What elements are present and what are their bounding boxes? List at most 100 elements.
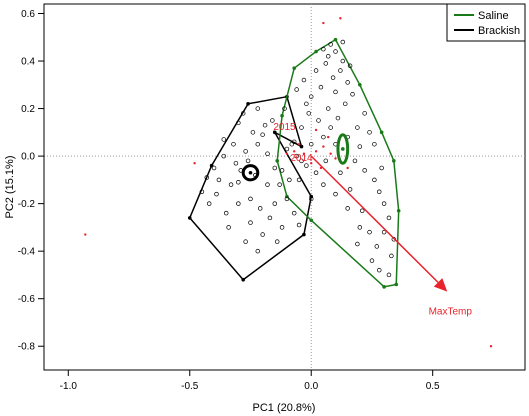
point-saline-49 xyxy=(296,177,302,183)
point-supplementary-2 xyxy=(339,17,342,20)
point-brackish-0 xyxy=(236,120,241,126)
point-saline-34 xyxy=(376,189,382,195)
point-saline-38 xyxy=(374,244,380,249)
point-supplementary-19 xyxy=(314,128,318,132)
y-tick-label-0-2: 0.2 xyxy=(21,104,35,115)
point-saline-61 xyxy=(347,63,353,69)
point-brackish-18 xyxy=(296,222,302,228)
point-saline-44 xyxy=(357,225,363,230)
point-saline-36 xyxy=(386,215,392,221)
legend: Saline Brackish xyxy=(446,3,526,42)
point-saline-13 xyxy=(350,92,355,97)
y-tick-label-0-8: -0.8 xyxy=(18,342,36,353)
point-brackish-11 xyxy=(243,149,248,154)
point-saline-59 xyxy=(379,165,384,171)
point-brackish-44 xyxy=(265,182,270,187)
hull-saline xyxy=(276,38,400,288)
centroid-saline xyxy=(341,147,345,151)
point-saline-27 xyxy=(355,125,360,130)
point-supplementary-11 xyxy=(334,157,337,160)
y-axis: -0.8 -0.6 -0.4 -0.2 0.0 0.2 0.4 0.6 xyxy=(18,9,45,353)
point-supplementary-10 xyxy=(329,152,332,155)
point-saline-57 xyxy=(308,141,314,147)
y-tick-label-0-6: 0.6 xyxy=(21,9,35,20)
point-brackish-22 xyxy=(248,196,253,202)
point-supplementary-12 xyxy=(310,162,313,165)
legend-box xyxy=(446,3,526,42)
annotations: 2015 2014 xyxy=(273,122,313,164)
annotation-2014: 2014 xyxy=(290,153,313,164)
x-axis: -1.0 -0.5 0.0 0.5 xyxy=(60,369,440,392)
point-saline-19 xyxy=(299,125,304,130)
hull-vertex-saline-9 xyxy=(309,218,314,223)
loading-arrow: MaxTemp xyxy=(310,155,473,318)
point-saline-1 xyxy=(328,42,333,47)
arrow-label-maxtemp: MaxTemp xyxy=(429,307,473,318)
x-tick-label-0-0: 0.0 xyxy=(304,381,318,392)
centroid-brackish xyxy=(248,170,253,175)
point-saline-23 xyxy=(313,170,319,175)
point-supplementary-3 xyxy=(489,345,493,348)
point-saline-37 xyxy=(381,229,387,235)
hull-vertex-saline-8 xyxy=(382,285,386,289)
point-saline-30 xyxy=(357,144,363,149)
point-brackish-7 xyxy=(211,165,217,171)
point-supplementary-14 xyxy=(327,135,330,139)
point-saline-24 xyxy=(323,158,329,164)
points xyxy=(84,17,493,348)
point-brackish-12 xyxy=(255,141,261,147)
y-tick-label-0-0: 0.0 xyxy=(21,152,35,163)
ellipse-saline xyxy=(336,133,350,165)
point-saline-18 xyxy=(306,111,312,116)
point-saline-41 xyxy=(386,272,392,278)
arrow-shaft xyxy=(310,155,439,283)
point-saline-48 xyxy=(308,196,314,202)
point-saline-3 xyxy=(340,58,346,64)
point-supplementary-4 xyxy=(193,162,196,165)
point-brackish-3 xyxy=(262,122,268,128)
hull-vertex-saline-6 xyxy=(396,208,401,213)
point-saline-11 xyxy=(338,68,343,73)
point-saline-29 xyxy=(367,130,372,135)
hull-vertex-saline-11 xyxy=(275,159,280,163)
point-saline-39 xyxy=(369,258,375,263)
point-saline-56 xyxy=(321,134,326,140)
point-saline-32 xyxy=(362,168,367,173)
point-saline-5 xyxy=(313,68,319,73)
point-saline-55 xyxy=(335,115,341,121)
point-supplementary-8 xyxy=(293,150,296,153)
hull-vertex-brackish-4 xyxy=(272,130,277,135)
point-saline-47 xyxy=(321,182,326,187)
point-saline-51 xyxy=(347,187,353,192)
point-brackish-23 xyxy=(236,201,241,206)
point-saline-20 xyxy=(289,141,295,147)
hull-vertex-saline-0 xyxy=(292,66,297,70)
point-saline-53 xyxy=(367,229,372,235)
y-tick-label-0-2: -0.2 xyxy=(18,199,36,210)
point-saline-42 xyxy=(389,253,394,259)
point-saline-28 xyxy=(362,111,367,116)
annotation-2015: 2015 xyxy=(273,122,296,133)
point-brackish-28 xyxy=(226,225,231,230)
hull-vertex-saline-1 xyxy=(314,49,318,54)
point-brackish-48 xyxy=(236,179,241,185)
point-brackish-33 xyxy=(279,168,285,173)
legend-label-brackish: Brackish xyxy=(478,25,520,37)
point-brackish-17 xyxy=(291,210,297,216)
hull-vertex-saline-3 xyxy=(358,83,362,87)
ellipses xyxy=(241,133,350,182)
point-saline-14 xyxy=(342,101,348,107)
y-tick-label-0-6: -0.6 xyxy=(18,294,36,305)
point-brackish-38 xyxy=(233,160,239,166)
point-supplementary-5 xyxy=(322,145,325,148)
hull-vertex-brackish-7 xyxy=(241,277,246,282)
point-brackish-6 xyxy=(221,153,227,159)
point-saline-12 xyxy=(345,80,350,85)
y-axis-title: PC2 (15.1%) xyxy=(4,156,16,219)
point-brackish-4 xyxy=(250,130,256,135)
point-brackish-36 xyxy=(260,132,265,137)
point-saline-64 xyxy=(355,241,360,247)
point-brackish-35 xyxy=(270,118,275,123)
point-supplementary-1 xyxy=(322,21,325,25)
